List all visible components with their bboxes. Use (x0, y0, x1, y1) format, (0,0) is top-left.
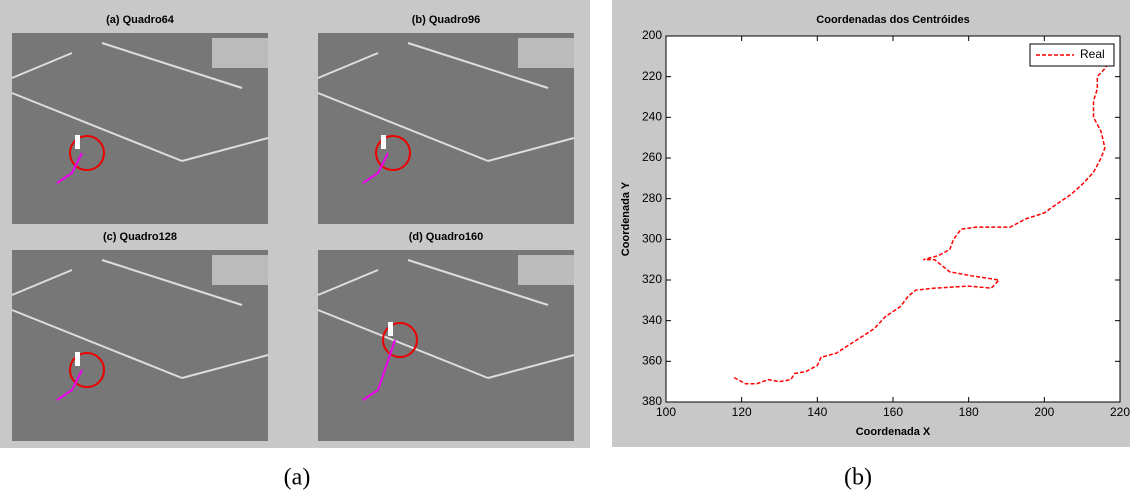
x-tick-label: 220 (1110, 405, 1130, 419)
y-tick-label: 220 (642, 69, 662, 83)
player (75, 352, 80, 366)
y-tick-label: 240 (642, 110, 662, 124)
frame-title: (b) Quadro96 (412, 14, 480, 26)
y-tick-label: 380 (642, 394, 662, 408)
goal (518, 255, 574, 285)
y-tick-label: 260 (642, 150, 662, 164)
chart-title: Coordenadas dos Centróides (816, 14, 969, 26)
x-tick-label: 120 (732, 405, 752, 419)
frame-title: (c) Quadro128 (103, 231, 177, 243)
caption: (b) (844, 465, 872, 491)
y-tick-label: 280 (642, 191, 662, 205)
player (75, 135, 80, 149)
x-axis-label: Coordenada X (856, 426, 931, 438)
goal (212, 38, 268, 68)
goal (518, 38, 574, 68)
player (388, 322, 393, 336)
frame-title: (d) Quadro160 (409, 231, 484, 243)
plot-area (666, 36, 1120, 402)
x-tick-label: 140 (807, 405, 827, 419)
y-axis-label: Coordenada Y (620, 181, 632, 256)
y-tick-label: 340 (642, 313, 662, 327)
y-tick-label: 300 (642, 232, 662, 246)
y-tick-label: 200 (642, 28, 662, 42)
goal (212, 255, 268, 285)
y-tick-label: 360 (642, 354, 662, 368)
x-tick-label: 180 (959, 405, 979, 419)
player (381, 135, 386, 149)
legend-label: Real (1080, 47, 1105, 61)
x-tick-label: 160 (883, 405, 903, 419)
x-tick-label: 200 (1034, 405, 1054, 419)
figure: Coordenadas dos Centróides Coordenada X … (0, 0, 1130, 494)
caption: (a) (284, 465, 311, 491)
frame-title: (a) Quadro64 (106, 14, 175, 26)
y-tick-label: 320 (642, 272, 662, 286)
